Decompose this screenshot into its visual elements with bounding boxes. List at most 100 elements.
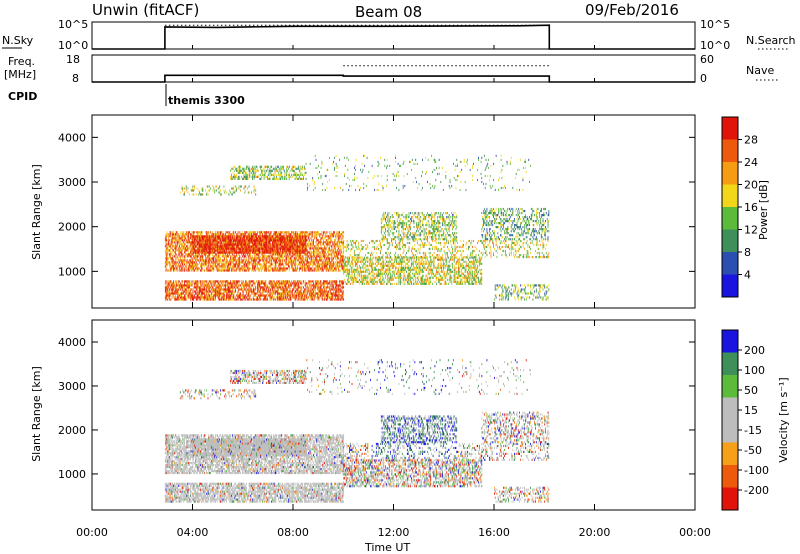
power-cell (339, 253, 340, 255)
power-cell (185, 253, 186, 255)
power-cell (296, 255, 297, 257)
power-cell (208, 235, 209, 237)
power-cell (296, 267, 297, 269)
power-cell (339, 284, 340, 286)
power-cell (229, 296, 230, 298)
power-cell (286, 267, 287, 269)
power-cell (198, 263, 199, 265)
power-cell (210, 269, 211, 271)
power-cell (185, 292, 186, 294)
power-cell (323, 269, 324, 271)
power-cell (215, 259, 216, 261)
power-cell (302, 296, 303, 298)
power-cell (267, 284, 268, 286)
power-cell (288, 292, 289, 294)
power-cell (321, 259, 322, 261)
power-cell (322, 292, 323, 294)
power-cell (286, 290, 287, 292)
power-cell (304, 235, 305, 237)
power-cell (230, 257, 231, 259)
power-cell (203, 241, 204, 243)
power-cell (278, 265, 279, 267)
power-cell (237, 267, 238, 269)
power-cell (183, 261, 184, 263)
power-cell (307, 288, 308, 290)
power-cell (192, 296, 193, 298)
power-cell (204, 235, 205, 237)
power-cell (342, 298, 343, 300)
power-cell (191, 253, 192, 255)
power-cell (205, 255, 206, 257)
power-cell (340, 255, 341, 257)
power-cell (195, 290, 196, 292)
power-cell (306, 286, 307, 288)
power-cell (337, 255, 338, 257)
power-cell (327, 261, 328, 263)
power-cell (182, 243, 183, 245)
power-cell (287, 257, 288, 259)
power-cell (231, 267, 232, 269)
power-cell (208, 263, 209, 265)
power-cell (263, 257, 264, 259)
power-cell (224, 284, 225, 286)
power-cell (306, 231, 307, 233)
power-cell (208, 250, 209, 252)
power-cell (318, 265, 319, 267)
power-cell (341, 257, 342, 259)
power-cell (341, 255, 342, 257)
power-cell (279, 298, 280, 300)
power-cell (176, 267, 177, 269)
power-cell (337, 243, 338, 245)
power-cell (343, 286, 344, 288)
power-cell (238, 290, 239, 292)
power-cell (280, 263, 281, 265)
power-cell (214, 237, 215, 239)
power-cell (246, 263, 247, 265)
power-cell (296, 286, 297, 288)
power-cell (332, 269, 333, 271)
power-cell (305, 280, 306, 282)
power-cell (328, 255, 329, 257)
power-cell (165, 280, 166, 282)
power-cell (165, 257, 166, 259)
power-cell (270, 263, 271, 265)
power-cell (264, 263, 265, 265)
power-cell (213, 267, 214, 269)
power-cell (242, 233, 243, 235)
power-cell (331, 288, 332, 290)
power-cell (173, 259, 174, 261)
power-cell (303, 292, 304, 294)
power-cell (219, 288, 220, 290)
power-cell (275, 284, 276, 286)
power-cell (200, 265, 201, 267)
freq-label: Freq. (8, 55, 35, 68)
power-cell (312, 284, 313, 286)
power-cell (213, 252, 214, 254)
power-cell (169, 239, 170, 241)
power-cell (306, 282, 307, 284)
power-cell (328, 251, 329, 253)
power-cell (216, 241, 217, 243)
power-cell (332, 243, 333, 245)
power-cell (337, 241, 338, 243)
power-cell (275, 255, 276, 257)
power-cell (300, 255, 301, 257)
power-cell (256, 233, 257, 235)
power-cell (309, 263, 310, 265)
power-cell (324, 294, 325, 296)
power-cell (256, 263, 257, 265)
power-cell (183, 265, 184, 267)
power-cell (273, 290, 274, 292)
power-cell (297, 282, 298, 284)
power-cell (210, 252, 211, 254)
power-cell (270, 259, 271, 261)
power-cell (242, 298, 243, 300)
power-cell (216, 294, 217, 296)
power-cell (229, 286, 230, 288)
power-cell (209, 298, 210, 300)
nsky-tick-bottom: 10^0 (58, 39, 88, 52)
power-cell (296, 233, 297, 235)
power-cell (238, 292, 239, 294)
power-cell (194, 250, 195, 252)
power-cell (169, 235, 170, 237)
